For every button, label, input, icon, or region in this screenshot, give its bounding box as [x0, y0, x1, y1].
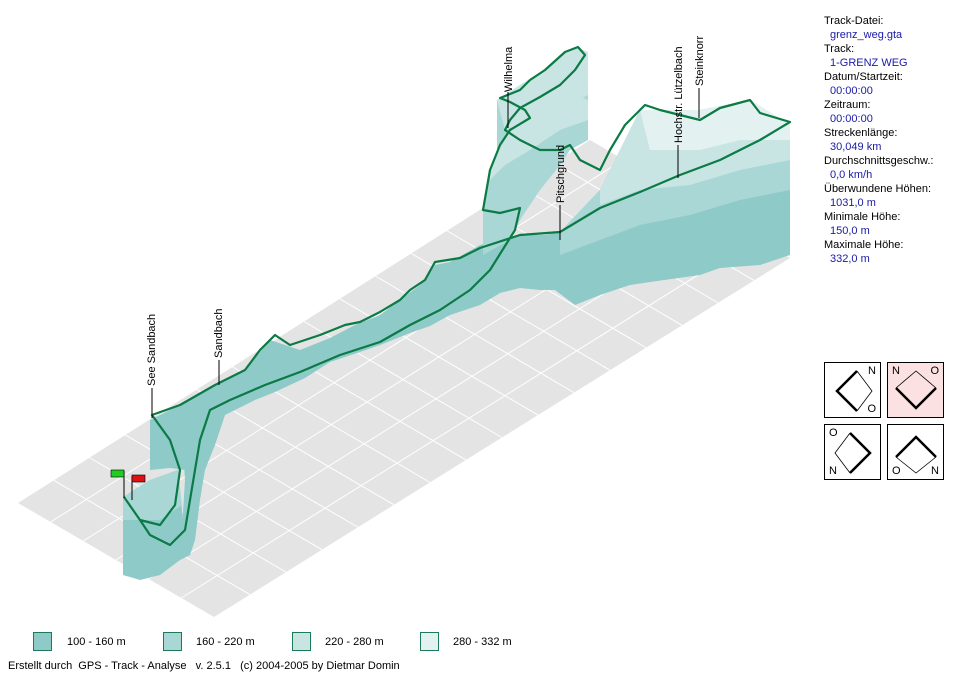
footer-credits: Erstellt durch GPS - Track - Analyse v. …	[8, 660, 400, 672]
info-value: 1-GRENZ WEG	[830, 57, 908, 69]
info-value: 150,0 m	[830, 225, 870, 237]
waypoint-label-pitschgrund: Pitschgrund	[555, 144, 567, 203]
north-label: N	[892, 365, 900, 377]
wall-wilhelma-front-top	[490, 95, 588, 180]
view-orientation-button-2[interactable]: N O	[887, 362, 944, 418]
view-orientation-button-1[interactable]: N O	[824, 362, 881, 418]
wall-band-2	[123, 470, 182, 520]
north-label: N	[931, 465, 939, 477]
legend-swatch-100-160	[33, 632, 52, 651]
info-label: Streckenlänge:	[824, 127, 898, 139]
east-label: O	[867, 403, 876, 415]
info-label: Durchschnittsgeschw.:	[824, 155, 934, 167]
track-info-panel: Track-Datei: grenz_weg.gta Track: 1-GRENZ W…	[824, 14, 933, 266]
track-line	[123, 45, 792, 547]
info-label: Minimale Höhe:	[824, 211, 901, 223]
info-label: Datum/Startzeit:	[824, 71, 903, 83]
info-value: grenz_weg.gta	[830, 29, 903, 41]
east-label: O	[892, 465, 901, 477]
east-label: O	[930, 365, 939, 377]
view-orientation-button-3[interactable]: O N	[824, 424, 881, 480]
info-label: Maximale Höhe:	[824, 239, 904, 251]
waypoint-label-see-sandbach: See Sandbach	[146, 313, 158, 386]
legend-label: 220 - 280 m	[325, 636, 384, 648]
wall-band-4-right	[640, 100, 790, 150]
north-label: N	[868, 365, 876, 377]
info-value: 00:00:00	[830, 113, 873, 125]
info-value: 30,049 km	[830, 141, 882, 153]
legend-label: 160 - 220 m	[196, 636, 255, 648]
north-label: N	[829, 465, 837, 477]
waypoint-label-hochstr-luetzelbach: Hochstr. Lützelbach	[673, 46, 685, 143]
legend-swatch-280-332	[420, 632, 439, 651]
info-label: Track:	[824, 43, 855, 55]
info-label: Zeitraum:	[824, 99, 871, 111]
legend-swatch-220-280	[292, 632, 311, 651]
legend-label: 280 - 332 m	[453, 636, 512, 648]
waypoint-label-wilhelma: Wilhelma	[503, 46, 515, 92]
info-value: 00:00:00	[830, 85, 873, 97]
east-label: O	[829, 427, 838, 439]
waypoint-label-sandbach: Sandbach	[213, 308, 225, 358]
info-value: 1031,0 m	[830, 197, 876, 209]
info-value: 0,0 km/h	[830, 169, 873, 181]
start-flag-icon	[110, 469, 125, 478]
info-label: Überwundene Höhen:	[824, 183, 932, 195]
waypoint-label-steinknorr: Steinknorr	[694, 35, 706, 86]
info-value: 332,0 m	[830, 253, 870, 265]
info-label: Track-Datei:	[824, 15, 884, 27]
view-orientation-button-4[interactable]: O N	[887, 424, 944, 480]
legend-label: 100 - 160 m	[67, 636, 126, 648]
legend-swatch-160-220	[163, 632, 182, 651]
end-flag-icon	[131, 474, 146, 483]
